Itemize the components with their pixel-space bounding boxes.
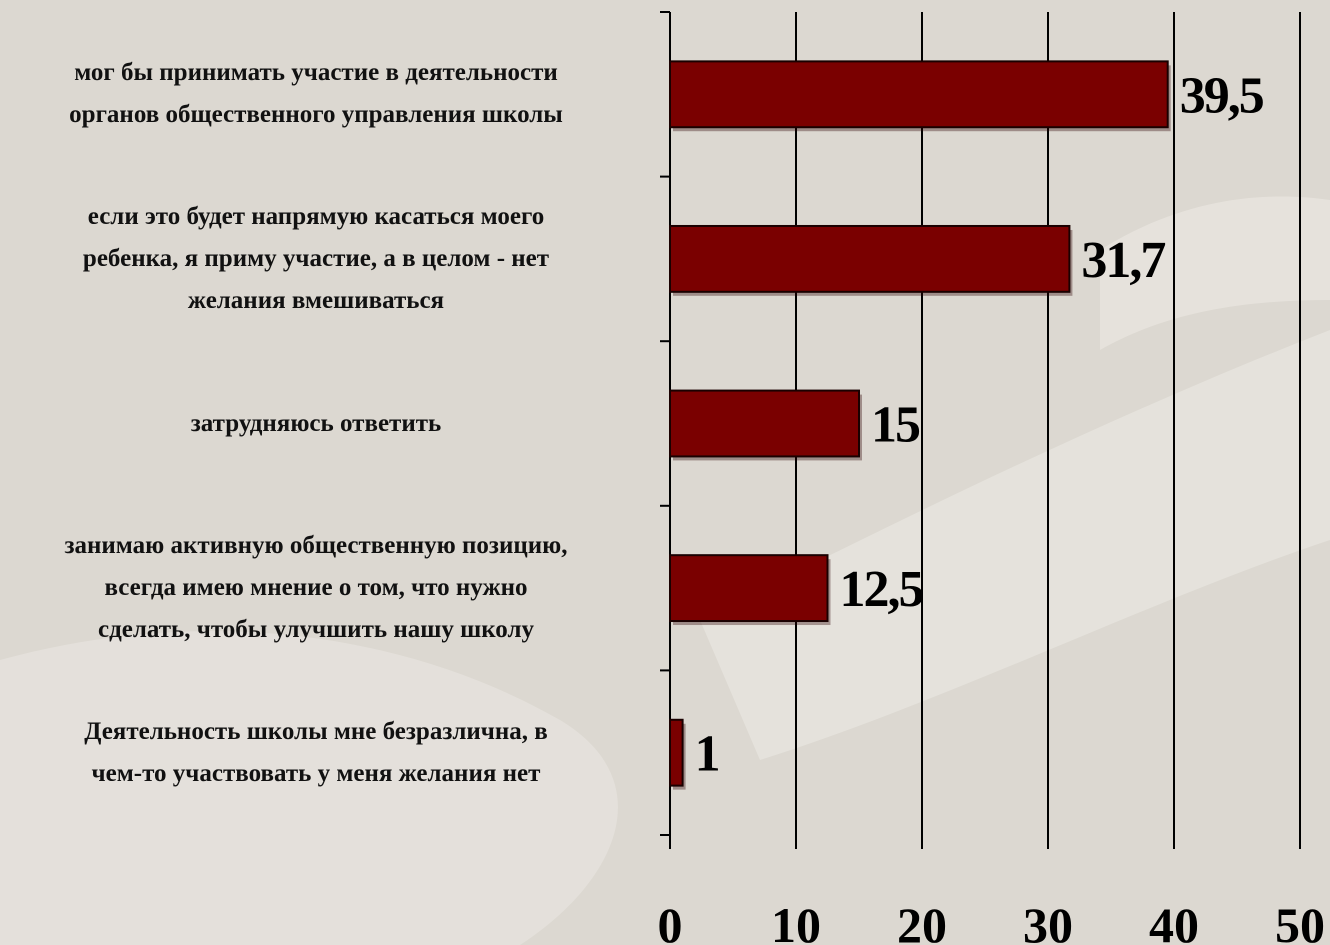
category-label-line: органов общественного управления школы: [69, 101, 563, 129]
category-label-line: мог бы принимать участие в деятельности: [74, 59, 558, 87]
bar-4: [669, 718, 684, 787]
x-tick-label-2: 20: [897, 897, 947, 945]
x-tick-label-0: 0: [658, 897, 683, 945]
data-label-3: 12,5: [840, 561, 924, 618]
data-label-0: 39,5: [1180, 67, 1264, 124]
y-axis: [660, 11, 671, 849]
category-label-1: если это будет напрямую касаться моего ре…: [0, 196, 646, 322]
data-label-2: 15: [871, 397, 920, 454]
data-label-4: 1: [695, 726, 719, 783]
bar-0: [669, 60, 1169, 129]
category-label-line: всегда имею мнение о том, что нужно: [104, 574, 528, 602]
data-labels: 39,5 31,7 15 12,5 1: [695, 67, 1266, 783]
x-tick-label-1: 10: [771, 897, 821, 945]
category-label-line: если это будет напрямую касаться моего: [87, 202, 545, 230]
x-tick-label-4: 40: [1149, 897, 1199, 945]
bar-2: [669, 389, 860, 458]
category-label-line: ребенка, я приму участие, а в целом - не…: [82, 244, 550, 272]
category-label-line: сделать, чтобы улучшить нашу школу: [98, 616, 534, 644]
bars: [669, 60, 1171, 790]
bar-3: [669, 554, 829, 623]
x-tick-label-3: 30: [1023, 897, 1073, 945]
category-label-line: затрудняюсь ответить: [190, 409, 442, 437]
category-label-4: Деятельность школы мне безразлична, в чем…: [0, 711, 646, 795]
category-label-line: чем-то участвовать у меня желания нет: [91, 759, 541, 787]
category-label-line: занимаю активную общественную позицию,: [64, 532, 568, 560]
x-axis-tick-labels: 0 10 20 30 40 50: [658, 897, 1326, 945]
category-label-0: мог бы принимать участие в деятельности о…: [0, 52, 646, 136]
category-label-3: занимаю активную общественную позицию, вс…: [0, 525, 646, 651]
category-label-2: затрудняюсь ответить: [0, 403, 646, 445]
category-label-line: желания вмешиваться: [187, 286, 445, 314]
category-label-line: Деятельность школы мне безразлична, в: [84, 717, 548, 745]
x-tick-label-5: 50: [1275, 897, 1325, 945]
bar-1: [669, 224, 1071, 293]
data-label-1: 31,7: [1081, 232, 1165, 289]
